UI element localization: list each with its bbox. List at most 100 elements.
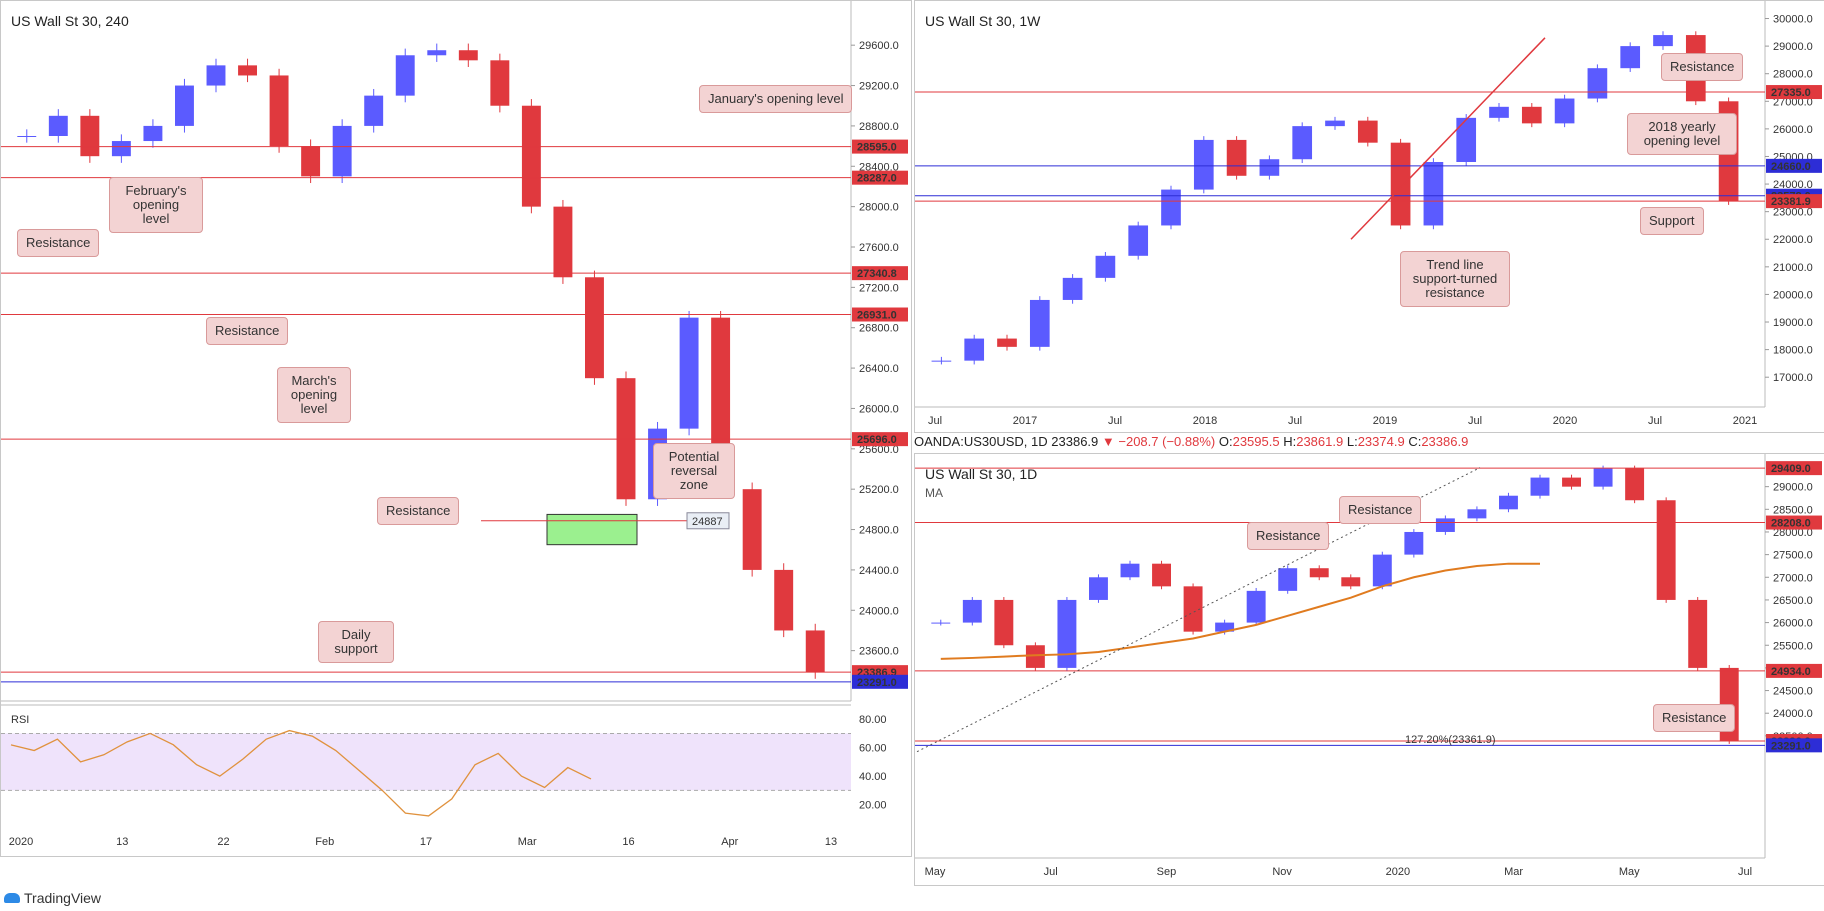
price-level-tag — [1766, 85, 1822, 100]
candle-body — [332, 125, 352, 177]
annotation-resistance-a: Resistance — [17, 229, 100, 257]
time-tick-label: 2017 — [1013, 415, 1037, 427]
candle-body — [1246, 590, 1266, 623]
candle-body — [1215, 622, 1235, 632]
annotation-resistance: Resistance — [1661, 53, 1744, 81]
price-level-label: 28595.0 — [857, 142, 897, 154]
candle-body — [80, 115, 100, 157]
candle-body — [585, 277, 604, 379]
rsi-tick-label: 40.00 — [859, 771, 887, 783]
candle-body — [238, 65, 257, 76]
candle-body — [521, 105, 541, 207]
time-tick-label: 17 — [420, 836, 432, 848]
chart-panel-4h[interactable]: 29600.0 29200.0 28800.0 28400.0 28000.0 27600… — [0, 0, 912, 857]
rsi-label: RSI — [11, 714, 29, 726]
price-level-tag — [1766, 158, 1822, 173]
open-value: 23595.5 — [1232, 434, 1280, 449]
open-label: O: — [1218, 434, 1233, 449]
price-level-tag — [852, 266, 908, 281]
time-tick-label: 2020 — [1553, 415, 1577, 427]
close-value: 23386.9 — [1421, 434, 1469, 449]
candle-body — [1089, 577, 1108, 600]
time-tick-label: 13 — [116, 836, 128, 848]
time-tick-label: Jul — [1738, 866, 1752, 878]
candle-body — [1390, 142, 1411, 226]
price-tick-label: 28500.0 — [1773, 504, 1813, 516]
candle-body — [1562, 477, 1581, 487]
price-tick-label: 18000.0 — [1773, 345, 1813, 357]
candle-body — [931, 360, 952, 362]
chart-title: US Wall St 30, 1D — [925, 466, 1038, 482]
chart-4h-canvas[interactable]: 29600.0 29200.0 28800.0 28400.0 28000.0 27600… — [1, 1, 911, 856]
time-tick-label: Apr — [721, 836, 738, 848]
price-tick-label: 28000.0 — [1773, 69, 1813, 81]
time-tick-label: 2019 — [1373, 415, 1397, 427]
candle-body — [962, 599, 982, 623]
annotation-resistance-c: Resistance — [1653, 704, 1736, 732]
candle-body — [1593, 468, 1613, 487]
chart-title: US Wall St 30, 240 — [11, 13, 129, 29]
price-tick-label: 17000.0 — [1773, 372, 1813, 384]
time-tick-label: Jul — [1044, 866, 1058, 878]
price-level-label: 29409.0 — [1771, 463, 1811, 475]
tradingview-logo[interactable]: TradingView — [4, 890, 101, 906]
price-tick-label: 26000.0 — [1773, 124, 1813, 136]
candle-body — [175, 85, 194, 126]
price-tick-label: 24000.0 — [859, 605, 899, 617]
candle-body — [679, 317, 699, 429]
annotation-support: Support — [1640, 207, 1704, 235]
candle-body — [1587, 68, 1608, 99]
price-tick-label: 30000.0 — [1773, 14, 1813, 26]
candle-body — [1278, 568, 1298, 591]
time-tick-label: Mar — [1504, 866, 1523, 878]
close-label: C: — [1408, 434, 1422, 449]
price-level-label: 26931.0 — [857, 310, 897, 322]
price-level-label: 23291.0 — [1771, 740, 1811, 752]
candle-body — [997, 338, 1017, 347]
chart-panel-1d[interactable]: 29000.0 28500.0 28000.0 27500.0 27000.0 26500… — [914, 453, 1824, 886]
low-value: 23374.9 — [1357, 434, 1405, 449]
annotation-resistance-c: Resistance — [377, 497, 460, 525]
annotation-resistance-a: Resistance — [1339, 496, 1422, 524]
price-tick-label: 26000.0 — [859, 403, 899, 415]
symbol-info-bar: OANDA:US30USD, 1D 23386.9 ▼ −208.7 (−0.8… — [914, 434, 1468, 449]
candle-body — [1029, 299, 1050, 347]
price-tick-label: 29200.0 — [859, 81, 899, 93]
chart-1d-canvas[interactable]: 29000.0 28500.0 28000.0 27500.0 27000.0 26500… — [915, 454, 1824, 885]
price-tick-label: 26400.0 — [859, 363, 899, 375]
price-tick-label: 27000.0 — [1773, 96, 1813, 108]
price-level-label: 27335.0 — [1771, 87, 1811, 99]
ma-indicator-label: MA — [925, 486, 943, 500]
price-tick-label: 22000.0 — [1773, 234, 1813, 246]
candle-body — [1435, 518, 1455, 532]
candle-body — [1625, 468, 1645, 501]
price-tick-label: 23000.0 — [1773, 207, 1813, 219]
annotation-march: March's opening level — [277, 367, 351, 423]
candle-body — [111, 141, 131, 157]
annotation-february: February's opening level — [109, 177, 203, 233]
chart-panel-1w[interactable]: 30000.0 29000.0 28000.0 27000.0 26000.0 25000… — [914, 0, 1824, 433]
time-tick-label: Jul — [1468, 415, 1482, 427]
candle-body — [1456, 117, 1477, 162]
time-tick-label: 2018 — [1193, 415, 1217, 427]
price-level-tag — [1766, 194, 1822, 209]
price-level-tag — [852, 170, 908, 185]
candle-body — [1499, 495, 1518, 510]
rsi-line — [10, 729, 592, 817]
cloud-icon — [4, 893, 20, 903]
price-tick-label: 29000.0 — [1773, 41, 1813, 53]
candle-body — [742, 489, 762, 570]
price-tick-label: 23600.0 — [859, 646, 899, 658]
candle-body — [1341, 577, 1361, 587]
candle-body — [1404, 531, 1424, 555]
rsi-tick-label: 80.00 — [859, 714, 887, 726]
annotation-yearly: 2018 yearly opening level — [1627, 113, 1737, 155]
candle-body — [1095, 255, 1116, 278]
time-tick-label: Jul — [1288, 415, 1302, 427]
price-tick-label: 27200.0 — [859, 282, 899, 294]
time-tick-label: Nov — [1272, 866, 1292, 878]
price-level-tag — [852, 139, 908, 154]
candle-body — [48, 115, 68, 136]
time-tick-label: 2021 — [1733, 415, 1757, 427]
candle-body — [805, 630, 825, 673]
